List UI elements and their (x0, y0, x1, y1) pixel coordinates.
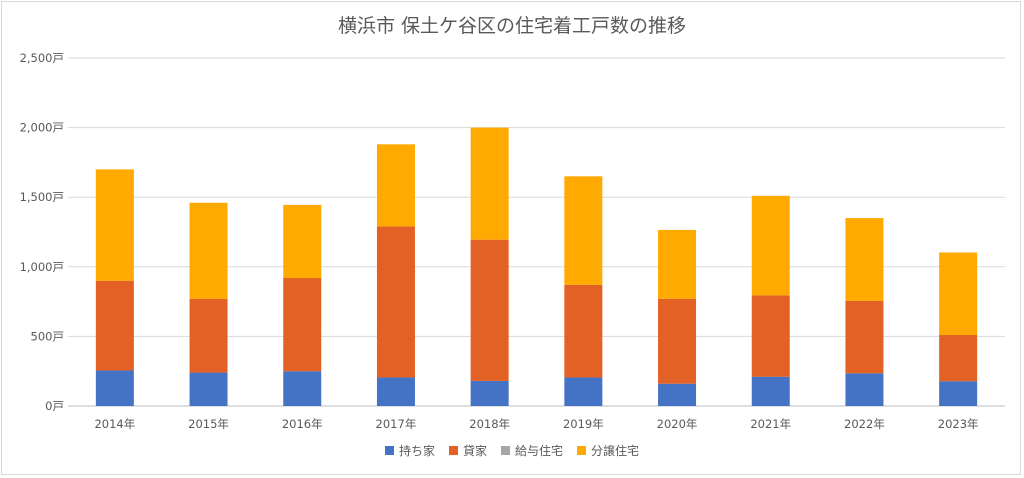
bar-segment (564, 377, 603, 406)
legend-label: 分譲住宅 (591, 443, 639, 458)
bar-segment (95, 169, 134, 281)
y-tick-label: 0戸 (45, 399, 64, 413)
x-tick-label: 2016年 (282, 417, 323, 431)
legend-swatch (577, 446, 586, 455)
x-tick-label: 2022年 (844, 417, 885, 431)
x-tick-label: 2023年 (938, 417, 979, 431)
y-tick-label: 2,500戸 (20, 51, 64, 65)
bar-segment (376, 226, 415, 378)
legend-label: 持ち家 (399, 443, 435, 458)
x-tick-label: 2019年 (563, 417, 604, 431)
x-tick-label: 2017年 (376, 417, 417, 431)
bar-segment (376, 377, 415, 406)
x-tick-label: 2014年 (94, 417, 135, 431)
x-tick-label: 2021年 (750, 417, 791, 431)
y-tick-label: 500戸 (31, 329, 64, 343)
bar-segment (189, 298, 228, 373)
x-tick-label: 2015年 (188, 417, 229, 431)
bar-segment (939, 381, 978, 406)
y-tick-label: 1,000戸 (20, 260, 64, 274)
y-tick-label: 2,000戸 (20, 121, 64, 135)
y-tick-label: 1,500戸 (20, 190, 64, 204)
bar-segment (658, 383, 697, 406)
bar-segment (283, 204, 322, 278)
bar-segment (564, 284, 603, 378)
legend-label: 貸家 (463, 443, 487, 458)
legend-label: 給与住宅 (515, 443, 563, 458)
bar-segment (751, 195, 790, 296)
bars (95, 127, 978, 406)
bar-segment (751, 295, 790, 377)
bar-segment (95, 280, 134, 371)
legend-swatch (449, 446, 458, 455)
legend: 持ち家 貸家 給与住宅 分譲住宅 (385, 443, 639, 458)
y-axis: 0戸 500戸 1,000戸 1,500戸 2,000戸 2,500戸 (20, 51, 64, 413)
bar-segment (95, 370, 134, 406)
bar-segment (939, 335, 978, 382)
bar-segment (189, 372, 228, 406)
bar-segment (564, 176, 603, 285)
bar-segment (470, 380, 509, 406)
bar-segment (283, 277, 322, 372)
legend-swatch (501, 446, 510, 455)
legend-swatch (385, 446, 394, 455)
bar-segment (283, 371, 322, 406)
bar-segment (658, 229, 697, 299)
bar-segment (845, 373, 884, 406)
bar-segment (845, 218, 884, 301)
bar-segment (376, 144, 415, 227)
x-tick-label: 2018年 (469, 417, 510, 431)
bar-segment (470, 239, 509, 381)
x-tick-label: 2020年 (657, 417, 698, 431)
bar-segment (845, 300, 884, 374)
bar-segment (658, 298, 697, 384)
chart-title: 横浜市 保土ケ谷区の住宅着工戸数の推移 (338, 15, 686, 37)
bar-segment (470, 127, 509, 240)
bar-segment (939, 252, 978, 336)
bar-segment (751, 376, 790, 406)
bar-segment (189, 202, 228, 299)
x-axis: 2014年 2015年 2016年 2017年 2018年 2019年 2020年 2021年… (94, 417, 978, 431)
